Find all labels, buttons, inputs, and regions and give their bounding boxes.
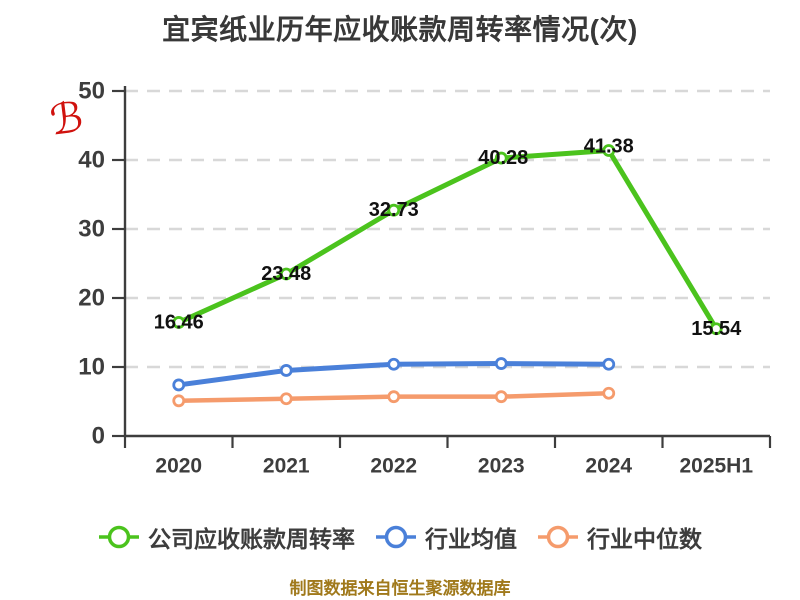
data-source-note: 制图数据来自恒生聚源数据库 [289, 579, 511, 598]
legend-marker-icon-1 [376, 525, 416, 549]
series-line-0 [176, 147, 719, 332]
legend-item-2: 行业中位数 [537, 520, 702, 554]
y-tick-label-50: 50 [78, 78, 105, 105]
y-tick-label-30: 30 [78, 216, 105, 243]
x-category-label-2024: 2024 [585, 455, 632, 478]
y-tick-label-20: 20 [78, 285, 105, 312]
series-2-point-2022 [387, 390, 401, 404]
data-label-32.73: 32.73 [369, 199, 419, 221]
series-0-point-2022 [387, 203, 401, 217]
x-category-label-2025H1: 2025H1 [679, 455, 753, 478]
legend-item-0: 公司应收账款周转率 [98, 520, 355, 554]
data-label-40.28: 40.28 [478, 147, 528, 169]
legend-label-1: 行业均值 [425, 526, 517, 552]
x-category-label-2023: 2023 [478, 455, 525, 478]
data-label-15.54: 15.54 [691, 318, 742, 340]
series-0-point-2025H1 [709, 322, 723, 336]
series-1-point-2020 [172, 378, 186, 392]
series-1-point-2023 [494, 357, 508, 370]
series-1-point-2022 [387, 357, 401, 371]
series-2-point-2020 [172, 394, 186, 408]
x-category-label-2020: 2020 [155, 455, 202, 478]
series-2-point-2021 [279, 392, 293, 406]
data-label-41.38: 41.38 [584, 135, 634, 157]
x-category-label-2021: 2021 [263, 455, 310, 478]
legend-marker-icon-2 [538, 525, 578, 549]
x-category-label-2022: 2022 [370, 455, 417, 478]
series-2-point-2023 [494, 390, 508, 404]
legend-label-2: 行业中位数 [587, 526, 702, 552]
data-label-16.46: 16.46 [154, 311, 204, 333]
chart-title: 宜宾纸业历年应收账款周转率情况(次) [162, 14, 638, 45]
series-2-point-2024 [602, 386, 616, 400]
series-1-point-2024 [602, 357, 616, 371]
chart-legend: 公司应收账款周转率 行业均值 行业中位数 [0, 520, 800, 554]
y-tick-label-40: 40 [78, 147, 105, 174]
data-label-23.48: 23.48 [261, 263, 311, 285]
y-tick-label-0: 0 [92, 423, 105, 450]
legend-label-0: 公司应收账款周转率 [148, 526, 355, 552]
legend-marker-icon-0 [99, 525, 139, 549]
series-0-point-2024 [602, 144, 616, 157]
series-0-point-2020 [172, 316, 186, 329]
legend-item-1: 行业均值 [375, 520, 517, 554]
series-1-point-2021 [279, 364, 293, 377]
series-0-point-2021 [279, 267, 293, 281]
series-0-point-2023 [494, 151, 508, 165]
y-tick-label-10: 10 [78, 354, 105, 381]
